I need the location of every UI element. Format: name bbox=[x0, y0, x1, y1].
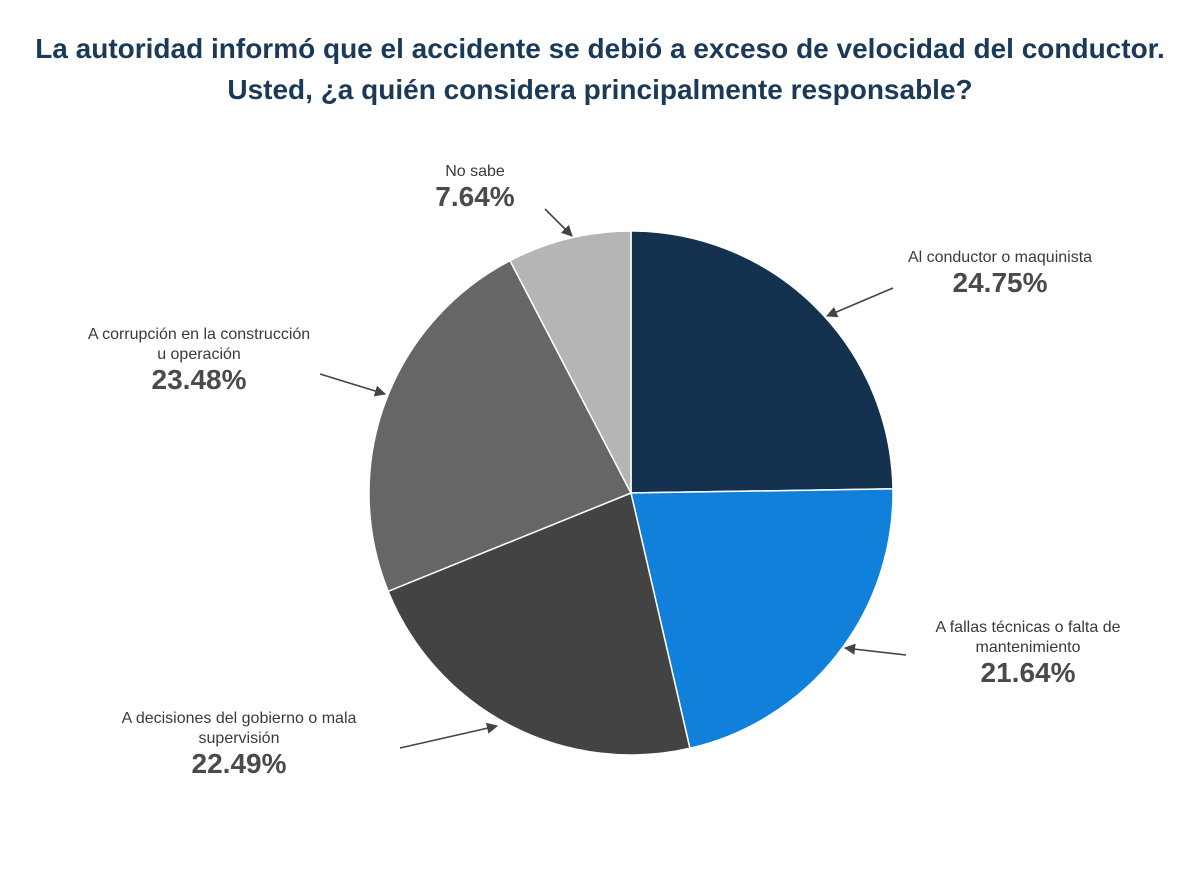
slice-value-label-1: 21.64% bbox=[981, 657, 1076, 688]
pie-slice-2 bbox=[387, 491, 691, 756]
slice-label-1-line-0: A fallas técnicas o falta de bbox=[936, 619, 1121, 636]
slice-label-3-line-1: u operación bbox=[157, 346, 241, 363]
callout-arrow-2 bbox=[399, 722, 499, 749]
pie-slices bbox=[368, 230, 894, 756]
pie-slice-1 bbox=[630, 488, 894, 750]
callout-arrow-4 bbox=[544, 208, 573, 237]
slice-label-2-line-1: supervisión bbox=[199, 730, 280, 747]
chart-title-line-1: La autoridad informó que el accidente se… bbox=[35, 33, 1165, 64]
slice-value-label-0: 24.75% bbox=[953, 267, 1048, 298]
slice-label-3-line-0: A corrupción en la construcción bbox=[88, 326, 310, 343]
slice-label-0-line-0: Al conductor o maquinista bbox=[908, 249, 1092, 266]
chart-title-line-2: Usted, ¿a quién considera principalmente… bbox=[227, 74, 973, 105]
slice-label-4-line-0: No sabe bbox=[445, 163, 505, 180]
slice-value-label-3: 23.48% bbox=[152, 364, 247, 395]
callout-arrow-0 bbox=[825, 287, 894, 318]
pie-slice-4 bbox=[508, 230, 632, 494]
slice-value-label-4: 7.64% bbox=[435, 181, 514, 212]
pie-slice-0 bbox=[630, 230, 894, 494]
chart-title: La autoridad informó que el accidente se… bbox=[0, 28, 1200, 110]
slice-label-2-line-0: A decisiones del gobierno o mala bbox=[122, 710, 357, 727]
slice-label-1-line-1: mantenimiento bbox=[976, 639, 1081, 656]
pie-slice-3 bbox=[368, 259, 633, 593]
callout-arrow-1 bbox=[843, 643, 907, 656]
slice-value-label-2: 22.49% bbox=[192, 748, 287, 779]
callout-arrow-3 bbox=[319, 373, 387, 397]
